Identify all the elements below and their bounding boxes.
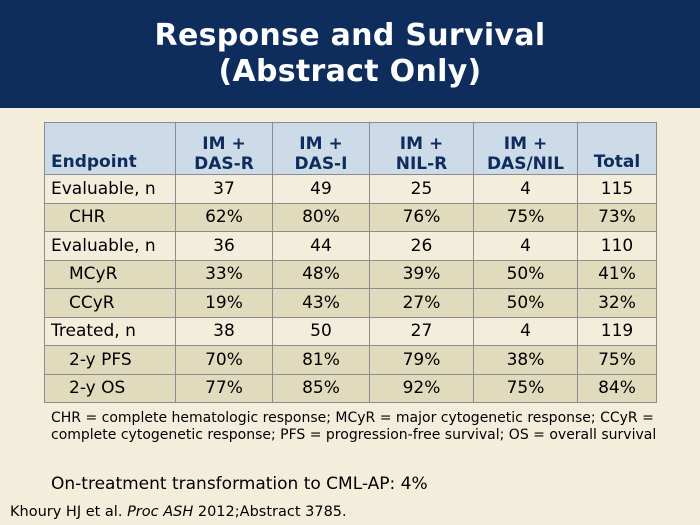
results-table: Endpoint IM + DAS-R IM + DAS-I IM + NIL-… — [44, 122, 657, 403]
table-cell: 73% — [577, 202, 657, 232]
transformation-note: On-treatment transformation to CML-AP: 4… — [51, 474, 428, 494]
row-label: CHR — [44, 202, 176, 232]
column-header-line2: NIL-R — [395, 154, 448, 174]
table-cell: 70% — [175, 345, 273, 375]
table-row: Treated, n 38 50 27 4 119 — [44, 316, 657, 346]
table-row: Evaluable, n 37 49 25 4 115 — [44, 174, 657, 204]
column-header-line2: DAS-I — [294, 154, 348, 174]
column-header-total: Total — [577, 122, 657, 175]
table-cell: 110 — [577, 231, 657, 261]
table-cell: 49 — [272, 174, 370, 204]
table-cell: 85% — [272, 373, 370, 403]
table-cell: 50 — [272, 316, 370, 346]
column-header-line2: Total — [593, 152, 641, 172]
table-cell: 33% — [175, 259, 273, 289]
table-cell: 76% — [369, 202, 474, 232]
table-cell: 4 — [473, 174, 578, 204]
column-header-line1: IM + — [503, 134, 548, 154]
table-cell: 115 — [577, 174, 657, 204]
table-cell: 4 — [473, 231, 578, 261]
table-cell: 48% — [272, 259, 370, 289]
citation: Khoury HJ et al. Proc ASH 2012;Abstract … — [10, 504, 347, 520]
table-cell: 26 — [369, 231, 474, 261]
row-label: Treated, n — [44, 316, 176, 346]
column-header-das-i: IM + DAS-I — [272, 122, 370, 175]
table-row: 2-y PFS 70% 81% 79% 38% 75% — [44, 345, 657, 375]
table-cell: 75% — [473, 373, 578, 403]
citation-authors: Khoury HJ et al. — [10, 504, 123, 520]
column-header-endpoint: Endpoint — [44, 122, 176, 175]
column-header-line2: Endpoint — [51, 152, 137, 172]
row-label: MCyR — [44, 259, 176, 289]
table-cell: 80% — [272, 202, 370, 232]
row-label: Evaluable, n — [44, 231, 176, 261]
table-cell: 77% — [175, 373, 273, 403]
table-cell: 44 — [272, 231, 370, 261]
column-header-das-nil: IM + DAS/NIL — [473, 122, 578, 175]
row-label: 2-y OS — [44, 373, 176, 403]
column-header-line1: IM + — [399, 134, 444, 154]
abbreviations-footnote: CHR = complete hematologic response; MCy… — [51, 410, 657, 443]
table-row: 2-y OS 77% 85% 92% 75% 84% — [44, 373, 657, 403]
table-cell: 38% — [473, 345, 578, 375]
table-cell: 38 — [175, 316, 273, 346]
table-row: Evaluable, n 36 44 26 4 110 — [44, 231, 657, 261]
table-cell: 119 — [577, 316, 657, 346]
table-cell: 75% — [473, 202, 578, 232]
table-cell: 75% — [577, 345, 657, 375]
table-cell: 92% — [369, 373, 474, 403]
table-row: MCyR 33% 48% 39% 50% 41% — [44, 259, 657, 289]
column-header-das-r: IM + DAS-R — [175, 122, 273, 175]
table-cell: 37 — [175, 174, 273, 204]
row-label: 2-y PFS — [44, 345, 176, 375]
table-cell: 4 — [473, 316, 578, 346]
column-header-line2: DAS-R — [194, 154, 254, 174]
page-title: Response and Survival — [154, 18, 546, 53]
table-cell: 27 — [369, 316, 474, 346]
table-row: CCyR 19% 43% 27% 50% 32% — [44, 288, 657, 318]
table-cell: 43% — [272, 288, 370, 318]
page-subtitle: (Abstract Only) — [218, 54, 482, 89]
table-row: CHR 62% 80% 76% 75% 73% — [44, 202, 657, 232]
table-cell: 19% — [175, 288, 273, 318]
table-cell: 50% — [473, 259, 578, 289]
table-cell: 79% — [369, 345, 474, 375]
column-header-line2: DAS/NIL — [486, 154, 565, 174]
table-cell: 36 — [175, 231, 273, 261]
citation-journal: Proc ASH — [127, 504, 194, 520]
table-cell: 39% — [369, 259, 474, 289]
table-cell: 62% — [175, 202, 273, 232]
table-cell: 25 — [369, 174, 474, 204]
table-cell: 84% — [577, 373, 657, 403]
column-header-nil-r: IM + NIL-R — [369, 122, 474, 175]
table-cell: 32% — [577, 288, 657, 318]
citation-details: 2012;Abstract 3785. — [197, 504, 347, 520]
table-cell: 41% — [577, 259, 657, 289]
table-cell: 27% — [369, 288, 474, 318]
row-label: Evaluable, n — [44, 174, 176, 204]
table-header-row: Endpoint IM + DAS-R IM + DAS-I IM + NIL-… — [44, 122, 657, 175]
title-banner: Response and Survival (Abstract Only) — [0, 0, 700, 108]
table-cell: 50% — [473, 288, 578, 318]
column-header-line1: IM + — [202, 134, 246, 154]
table-cell: 81% — [272, 345, 370, 375]
row-label: CCyR — [44, 288, 176, 318]
column-header-line1: IM + — [299, 134, 343, 154]
